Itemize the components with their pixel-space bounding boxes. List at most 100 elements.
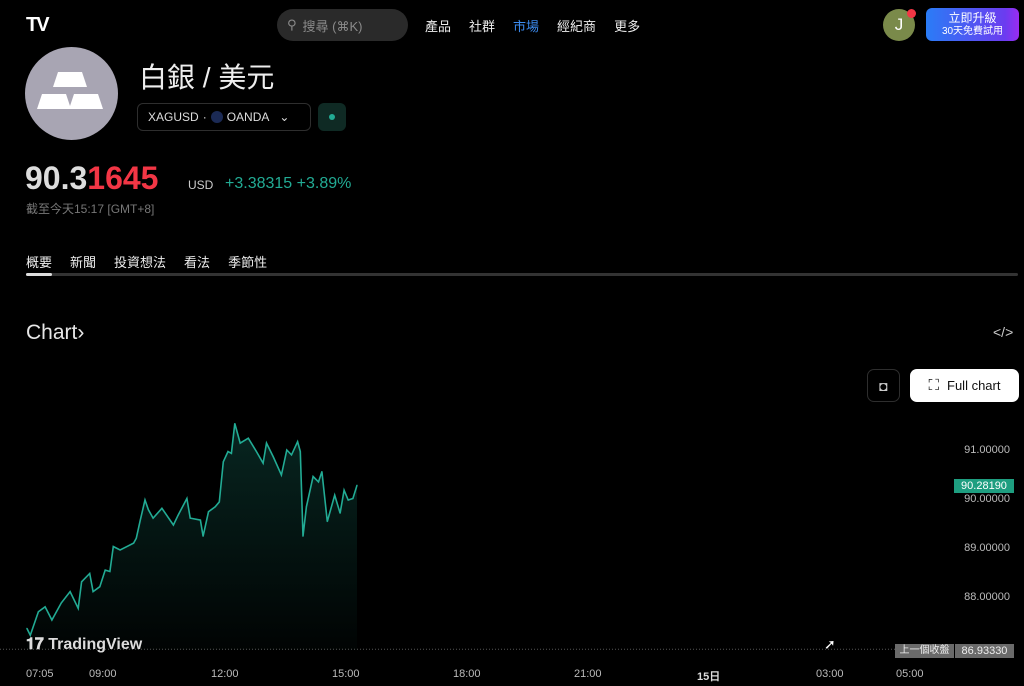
upgrade-label: 立即升級 (948, 11, 997, 25)
data-point (302, 535, 304, 537)
notification-dot (907, 9, 916, 18)
data-point (147, 509, 149, 511)
exchange: OANDA (226, 110, 270, 124)
data-point (272, 456, 274, 458)
tab-news[interactable]: 新聞 (70, 255, 97, 270)
data-point (119, 549, 121, 551)
price-main: 90.3 (25, 160, 88, 196)
data-point (265, 442, 268, 444)
embed-code-icon[interactable]: </> (993, 324, 1014, 340)
full-chart-button[interactable]: ⛶ Full chart (910, 369, 1019, 402)
data-point (51, 619, 53, 621)
data-point (89, 572, 91, 575)
data-point (239, 442, 241, 444)
market-open-indicator[interactable] (318, 103, 346, 131)
nav-markets[interactable]: 市場 (513, 19, 540, 34)
nav-community[interactable]: 社群 (469, 19, 496, 34)
data-point (299, 450, 301, 453)
data-point (234, 422, 236, 425)
chevron-right-icon: › (77, 321, 85, 344)
price: 90.31645 (25, 160, 158, 197)
chevron-down-icon: ⌄ (279, 110, 290, 124)
tradingview-watermark: 𝟏𝟕 TradingView (26, 636, 142, 654)
data-point (247, 437, 249, 439)
price-change: +3.38315 +3.89% (225, 175, 351, 193)
change-pct: +3.89% (296, 175, 352, 192)
data-point (339, 512, 341, 514)
data-point (290, 454, 293, 456)
currency: USD (188, 178, 214, 192)
data-point (199, 519, 201, 521)
tab-opinions[interactable]: 看法 (184, 255, 211, 270)
data-point (202, 535, 204, 537)
data-point (77, 607, 79, 609)
tab-seasonals[interactable]: 季節性 (228, 255, 268, 270)
data-point (177, 514, 179, 516)
data-point (99, 586, 101, 588)
y-tick: 91.00000 (964, 444, 1010, 456)
full-chart-label: Full chart (947, 378, 1001, 393)
price-area (26, 423, 358, 650)
data-point (321, 470, 323, 473)
main-nav: 產品 社群 市場 經紀商 更多 (425, 16, 640, 35)
x-tick: 03:00 (816, 668, 844, 680)
price-tail: 1645 (87, 160, 159, 196)
data-point (347, 499, 349, 501)
change-abs: +3.38315 (225, 175, 293, 192)
as-of-time: 截至今天15:17 [GMT+8] (26, 202, 155, 216)
data-point (230, 452, 233, 455)
tab-track (26, 273, 1018, 276)
data-point (356, 484, 358, 486)
data-point (69, 591, 71, 593)
status-dot-icon (329, 114, 335, 120)
upgrade-sub: 30天免費試用 (941, 26, 1004, 37)
data-point (29, 634, 31, 636)
separator: · (202, 110, 207, 124)
data-point (262, 462, 264, 464)
data-point (144, 499, 146, 501)
data-point (135, 537, 137, 539)
data-point (172, 524, 174, 526)
mouse-cursor-icon: ➚ (824, 636, 836, 652)
search-input[interactable]: ⚲ 搜尋 (⌘K) (277, 9, 408, 41)
data-point (280, 474, 282, 476)
nav-more[interactable]: 更多 (614, 19, 641, 34)
x-tick: 15:00 (332, 668, 360, 680)
price-chart[interactable] (0, 400, 1024, 686)
chart-heading[interactable]: Chart› (26, 321, 84, 345)
snapshot-button[interactable]: ◘ (867, 369, 900, 402)
data-point (312, 475, 314, 478)
tab-overview[interactable]: 概要 (26, 255, 53, 270)
data-point (109, 570, 111, 573)
x-tick: 18:00 (453, 668, 481, 680)
tv-logo-icon: 𝟏𝟕 (26, 636, 49, 653)
data-point (305, 506, 307, 508)
search-icon: ⚲ (287, 17, 297, 32)
data-point (44, 606, 46, 608)
x-tick: 09:00 (89, 668, 117, 680)
data-point (352, 497, 354, 500)
data-point (334, 494, 336, 496)
symbol-title: 白銀 / 美元 (139, 62, 275, 93)
upgrade-button[interactable]: 立即升級 30天免費試用 (926, 8, 1019, 41)
data-point (112, 545, 114, 548)
data-point (186, 497, 188, 500)
data-point (218, 501, 220, 503)
data-point (222, 461, 224, 463)
oanda-icon (210, 111, 223, 123)
symbol-selector[interactable]: XAGUSD · OANDA ⌄ (137, 103, 311, 131)
silver-bars-icon (25, 47, 118, 140)
data-point (92, 591, 94, 593)
last-price-label: 90.28190 (954, 479, 1014, 493)
x-tick: 12:00 (211, 668, 239, 680)
y-tick: 88.00000 (964, 591, 1010, 603)
data-point (343, 489, 345, 491)
fullscreen-icon: ⛶ (928, 377, 940, 394)
nav-products[interactable]: 產品 (425, 19, 452, 34)
x-tick: 05:00 (896, 668, 924, 680)
nav-brokers[interactable]: 經紀商 (557, 19, 597, 34)
tab-ideas[interactable]: 投資想法 (114, 255, 167, 270)
tabs: 概要 新聞 投資想法 看法 季節性 (26, 252, 267, 271)
chart-title: Chart (26, 321, 78, 344)
tradingview-logo[interactable]: TV (26, 14, 50, 36)
